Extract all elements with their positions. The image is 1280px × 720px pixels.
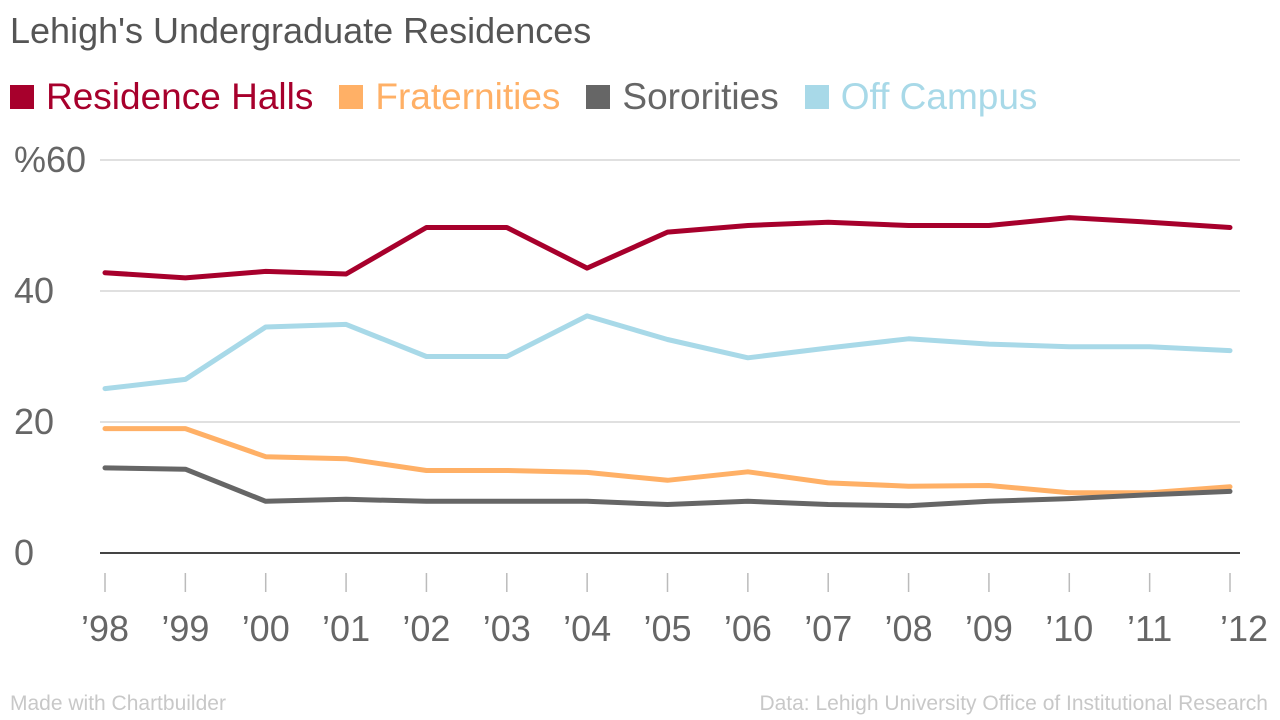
legend-swatch-off-campus (804, 85, 829, 109)
legend-item-sororities: Sororities (586, 76, 779, 118)
x-tick-label: ’00 (242, 608, 290, 649)
x-tick-label: ’11 (1127, 608, 1172, 649)
y-tick-label: 40 (14, 270, 54, 311)
series-line-residence-halls (102, 215, 1233, 281)
series-line-off-campus (102, 313, 1233, 392)
legend-item-off-campus: Off Campus (804, 76, 1038, 118)
gridlines (100, 159, 1240, 554)
y-tick-label: 20 (14, 401, 54, 442)
x-tick-label: ’02 (402, 608, 450, 649)
x-tick-label: ’10 (1045, 608, 1093, 649)
series-line-sororities (102, 465, 1233, 509)
footer-source: Data: Lehigh University Office of Instit… (759, 692, 1268, 715)
x-tick-label: ’04 (563, 608, 611, 649)
x-tick-label: ’01 (322, 608, 370, 649)
x-tick-label: ’09 (965, 608, 1013, 649)
x-tick-labels: ’98 ’99 ’00 ’01 ’02 ’03 ’04 ’05 ’06 ’07 ’08 ’09 ’10 ’… (81, 608, 1268, 649)
legend-swatch-fraternities (339, 85, 364, 109)
legend-swatch-residence-halls (10, 85, 34, 109)
x-tick-label: ’03 (483, 608, 531, 649)
x-tick-label: ’08 (885, 608, 933, 649)
x-tick-label: ’05 (643, 608, 691, 649)
series-lines (102, 215, 1233, 509)
x-tick-label: ’06 (724, 608, 772, 649)
y-tick-label: 0 (14, 532, 34, 573)
chart-title: Lehigh's Undergraduate Residences (10, 10, 592, 51)
x-tick-label: ’12 (1220, 608, 1268, 649)
legend-label-off-campus: Off Campus (840, 76, 1038, 117)
legend-swatch-sororities (586, 85, 611, 109)
y-tick-labels: 0 20 40 %60 (14, 139, 86, 573)
x-tick-label: ’07 (804, 608, 852, 649)
legend-label-residence-halls: Residence Halls (46, 76, 314, 117)
footer-credit: Made with Chartbuilder (10, 692, 226, 715)
y-tick-label: %60 (14, 139, 86, 180)
legend: Residence Halls Fraternities Sororities … (10, 74, 1063, 120)
legend-label-fraternities: Fraternities (375, 76, 561, 117)
x-tick-label: ’98 (81, 608, 129, 649)
legend-label-sororities: Sororities (622, 76, 779, 117)
x-tick-label: ’99 (161, 608, 209, 649)
legend-item-residence-halls: Residence Halls (10, 76, 313, 118)
legend-item-fraternities: Fraternities (339, 76, 560, 118)
series-line-fraternities (102, 426, 1233, 496)
x-axis-ticks (104, 573, 1231, 592)
